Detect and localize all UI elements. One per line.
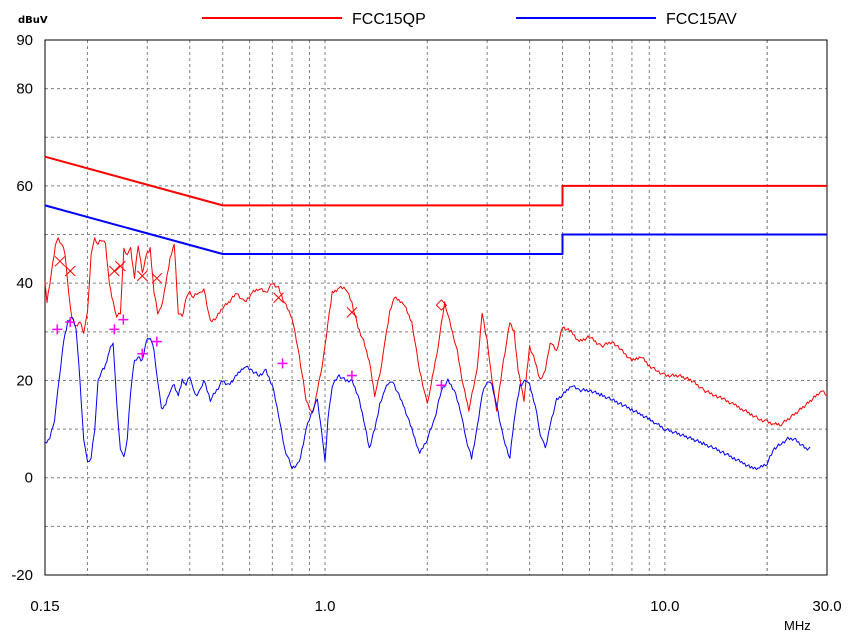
- x-axis-unit-label: MHz: [784, 618, 811, 633]
- grid: [45, 40, 827, 575]
- y-tick-label: 20: [16, 372, 33, 389]
- qp-marker-stroke: [64, 265, 76, 277]
- y-axis-unit-label: dBuV: [18, 15, 48, 26]
- x-tick-label: 30.0: [812, 598, 841, 615]
- y-tick-label: -20: [11, 567, 33, 584]
- y-tick-label: 90: [16, 32, 33, 49]
- qp-marker: [54, 255, 66, 267]
- av-marker: [436, 380, 447, 391]
- limit-line-fcc15av: [44, 204, 827, 255]
- qp-marker: [435, 299, 448, 311]
- qp-marker-stroke: [273, 292, 284, 304]
- qp-marker-stroke: [346, 307, 358, 318]
- qp-marker: [115, 260, 126, 272]
- y-tick-label: 80: [16, 81, 33, 98]
- qp-marker: [136, 270, 148, 282]
- x-tick-labels: 0.15 1.0 10.0 30.0: [30, 598, 841, 615]
- qp-marker-stroke: [109, 265, 120, 277]
- legend: FCC15QP FCC15AV: [202, 11, 737, 28]
- legend-label-fcc15av: FCC15AV: [666, 11, 737, 28]
- av-marker: [118, 314, 129, 325]
- qp-marker-stroke: [151, 272, 163, 284]
- av-marker: [52, 324, 63, 335]
- x-tick-label: 10.0: [650, 598, 679, 615]
- average-trace: [44, 316, 811, 471]
- legend-label-fcc15qp: FCC15QP: [352, 11, 426, 28]
- qp-marker-stroke: [54, 255, 66, 267]
- series: [44, 155, 827, 471]
- av-marker: [346, 370, 357, 381]
- av-marker: [109, 324, 120, 335]
- y-tick-label: 60: [16, 178, 33, 195]
- qp-marker: [109, 265, 120, 277]
- av-marker: [277, 358, 288, 369]
- y-tick-label: 0: [25, 470, 33, 487]
- qp-marker: [346, 307, 358, 318]
- av-marker: [151, 336, 162, 347]
- x-tick-label: 1.0: [315, 598, 336, 615]
- qp-marker-stroke: [115, 260, 126, 272]
- markers: [52, 255, 448, 391]
- qp-marker-diamond: [435, 299, 448, 311]
- peak-trace: [44, 237, 827, 427]
- limit-line-fcc15qp: [44, 155, 827, 207]
- qp-marker: [64, 265, 76, 277]
- av-marker: [65, 317, 76, 328]
- qp-marker: [151, 272, 163, 284]
- qp-marker: [273, 292, 284, 304]
- plot-frame: [44, 39, 828, 576]
- av-marker: [137, 348, 148, 359]
- qp-marker-stroke: [136, 270, 148, 282]
- y-tick-labels: -20 0 20 40 60 80 90: [11, 32, 33, 584]
- y-tick-label: 40: [16, 275, 33, 292]
- x-tick-label: 0.15: [30, 598, 59, 615]
